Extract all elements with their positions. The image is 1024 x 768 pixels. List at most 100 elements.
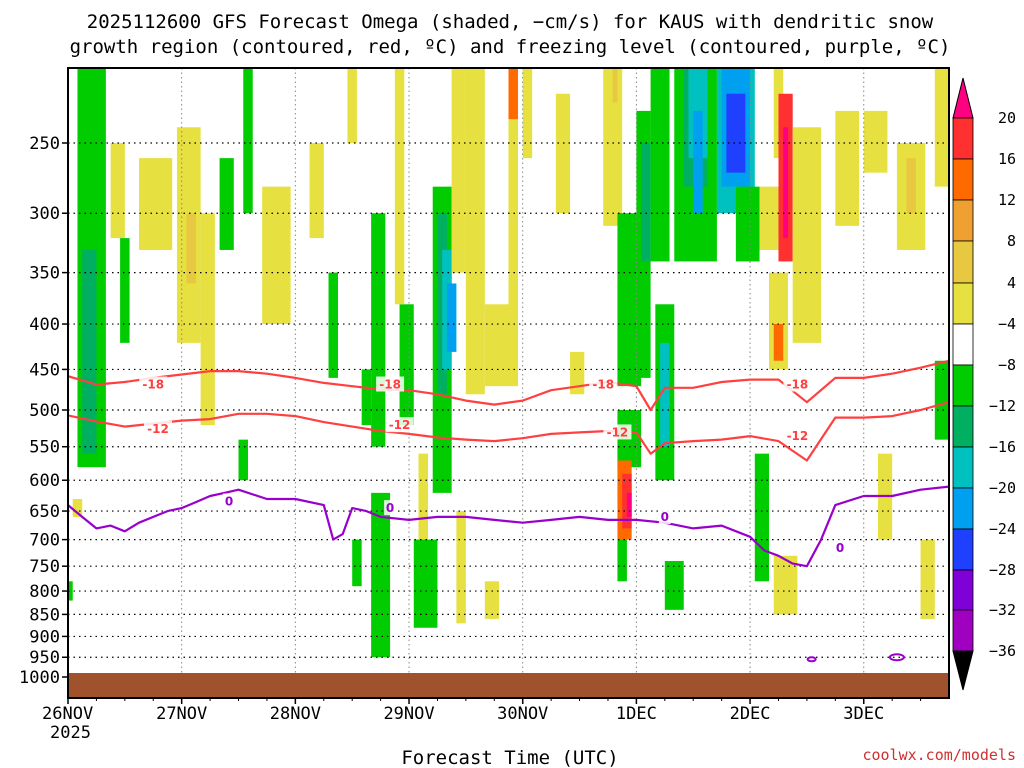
y-axis: 2503003504004505005506006507007508008509… bbox=[19, 134, 68, 688]
contour-label: 0 bbox=[836, 541, 844, 555]
omega-cell bbox=[68, 581, 73, 601]
contour-label: -18 bbox=[592, 378, 614, 392]
omega-cell bbox=[555, 93, 571, 214]
omega-cell bbox=[262, 186, 291, 325]
omega-cell bbox=[759, 186, 779, 250]
x-axis: 26NOV 27NOV 28NOV 29NOV 30NOV 1DEC 2DEC 3DEC 202… bbox=[42, 698, 922, 743]
omega-cell bbox=[693, 110, 703, 214]
x-tick-label: 3DEC bbox=[843, 704, 884, 724]
colorbar-segment bbox=[952, 240, 974, 284]
y-tick-label: 650 bbox=[29, 502, 60, 522]
x-tick-label: 27NOV bbox=[156, 704, 207, 724]
omega-cell bbox=[726, 93, 746, 173]
colorbar-label: 8 bbox=[1007, 232, 1016, 250]
omega-cell bbox=[508, 68, 518, 120]
y-tick-label: 700 bbox=[29, 531, 60, 551]
colorbar-label: 12 bbox=[998, 191, 1016, 209]
colorbar-segment bbox=[952, 487, 974, 530]
omega-cell bbox=[835, 110, 860, 226]
omega-cell bbox=[446, 283, 457, 352]
contour-minus12 bbox=[68, 401, 949, 462]
contour-label-bg bbox=[139, 376, 168, 392]
contour-label-bg bbox=[223, 493, 236, 509]
colorbar-label: −12 bbox=[989, 397, 1016, 415]
omega-cell bbox=[773, 555, 798, 615]
y-tick-label: 850 bbox=[29, 605, 60, 625]
omega-cell bbox=[484, 304, 509, 387]
colorbar-segment bbox=[952, 282, 974, 325]
y-tick-label: 500 bbox=[29, 401, 60, 421]
omega-cell bbox=[82, 249, 97, 454]
omega-cell bbox=[219, 158, 234, 250]
colorbar-top-arrow bbox=[952, 77, 974, 119]
y-tick-label: 550 bbox=[29, 438, 60, 458]
omega-cell bbox=[200, 213, 215, 426]
contour-label: -12 bbox=[147, 422, 169, 436]
omega-cell bbox=[309, 143, 324, 239]
colorbar-label: 4 bbox=[1007, 274, 1016, 292]
contour-label-bg bbox=[589, 376, 618, 392]
omega-cell bbox=[352, 539, 362, 587]
y-tick-label: 950 bbox=[29, 648, 60, 668]
omega-cell bbox=[328, 272, 338, 378]
omega-cell bbox=[186, 213, 196, 284]
contour-freezing-loop bbox=[888, 653, 905, 662]
colorbar-label: −8 bbox=[998, 356, 1016, 374]
omega-cell bbox=[650, 68, 670, 262]
ground-surface bbox=[68, 673, 949, 698]
omega-cell bbox=[735, 186, 760, 262]
contour-minus18 bbox=[68, 359, 949, 412]
omega-cell bbox=[120, 238, 130, 343]
y-tick-label: 600 bbox=[29, 471, 60, 491]
colorbar-segment bbox=[952, 528, 974, 571]
contour-label-bg bbox=[376, 376, 405, 392]
x-tick-year: 2025 bbox=[50, 723, 91, 743]
y-tick-label: 400 bbox=[29, 315, 60, 335]
x-axis-label: Forecast Time (UTC) bbox=[401, 747, 618, 768]
plot-frame bbox=[67, 67, 950, 699]
omega-cell bbox=[399, 304, 414, 426]
chart-title-line-2: growth region (contoured, red, ºC) and f… bbox=[70, 36, 951, 58]
omega-cell bbox=[660, 342, 670, 447]
contour-label: -12 bbox=[607, 425, 629, 439]
colorbar-label: 16 bbox=[998, 150, 1016, 168]
x-tick-label: 1DEC bbox=[616, 704, 657, 724]
contour-label-bg bbox=[783, 376, 812, 392]
x-tick-label: 28NOV bbox=[270, 704, 321, 724]
contour-freezing-level bbox=[68, 485, 949, 568]
y-tick-label: 900 bbox=[29, 627, 60, 647]
contour-label-bg bbox=[658, 508, 671, 524]
omega-cell bbox=[792, 127, 822, 343]
x-tick-label: 30NOV bbox=[497, 704, 548, 724]
y-tick-label: 750 bbox=[29, 557, 60, 577]
gridlines bbox=[68, 68, 949, 698]
omega-shading bbox=[68, 68, 949, 658]
omega-cell bbox=[754, 453, 770, 582]
y-tick-label: 250 bbox=[29, 134, 60, 154]
y-tick-label: 450 bbox=[29, 360, 60, 380]
omega-cell bbox=[394, 68, 405, 305]
omega-cell bbox=[361, 369, 372, 426]
contour-label-bg bbox=[603, 424, 632, 440]
colorbar-label: −32 bbox=[989, 601, 1016, 619]
y-tick-label: 300 bbox=[29, 204, 60, 224]
omega-cell bbox=[617, 539, 627, 582]
omega-cell bbox=[72, 499, 83, 517]
contour-label: -18 bbox=[142, 378, 164, 392]
colorbar-label: −20 bbox=[989, 479, 1016, 497]
omega-cell bbox=[863, 110, 888, 173]
x-tick-label: 26NOV bbox=[42, 704, 93, 724]
omega-cell bbox=[371, 213, 386, 447]
contour-label-bg bbox=[834, 539, 847, 555]
y-tick-label: 350 bbox=[29, 264, 60, 284]
omega-cell bbox=[626, 492, 632, 517]
y-tick-label: 1000 bbox=[19, 668, 60, 688]
colorbar-segment bbox=[952, 199, 974, 242]
omega-cell bbox=[347, 68, 357, 144]
colorbar-label: 20 bbox=[998, 109, 1016, 127]
omega-cell bbox=[238, 439, 248, 481]
colorbar-segment bbox=[952, 364, 974, 407]
omega-cell bbox=[371, 492, 391, 658]
colorbar-label: −24 bbox=[989, 520, 1016, 538]
omega-cell bbox=[612, 68, 618, 103]
